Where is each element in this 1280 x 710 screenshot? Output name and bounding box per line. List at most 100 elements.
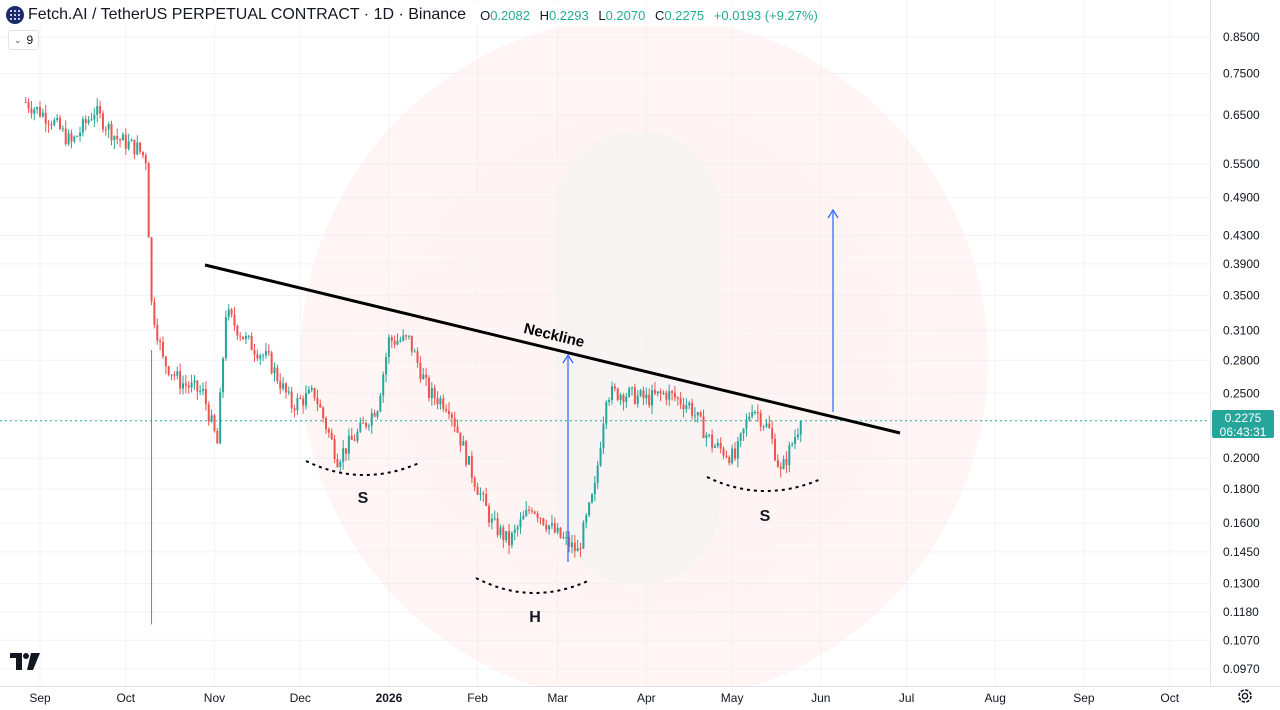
candle-body — [722, 448, 725, 456]
candle-body — [61, 128, 64, 130]
candle-body — [433, 387, 436, 399]
tradingview-logo-icon[interactable] — [10, 653, 40, 670]
time-tick-label: Dec — [290, 691, 311, 705]
candle-body — [605, 402, 608, 424]
candle-body — [550, 523, 553, 526]
candle-body — [390, 337, 393, 341]
candle-body — [161, 342, 164, 357]
candle-body — [104, 129, 107, 131]
candle-body — [651, 390, 654, 406]
candle-body — [339, 462, 342, 468]
candle-body — [459, 432, 462, 446]
candle-body — [402, 335, 405, 341]
candle-body — [304, 393, 307, 406]
candle-body — [645, 394, 648, 399]
candle-body — [548, 525, 551, 530]
candle-body — [570, 542, 573, 548]
candle-body — [347, 435, 350, 454]
candle-body — [284, 383, 287, 393]
candle-body — [44, 112, 47, 124]
candle-body — [176, 371, 179, 376]
candle-body — [144, 155, 147, 164]
candle-body — [539, 518, 542, 520]
candle-body — [113, 135, 116, 141]
candle-body — [353, 439, 356, 441]
candle-body — [582, 522, 585, 549]
candle-body — [259, 355, 262, 359]
candle-body — [385, 357, 388, 375]
candle-body — [159, 340, 162, 343]
candle-body — [579, 548, 582, 550]
candle-body — [302, 398, 305, 406]
left-shoulder-arc — [305, 460, 420, 476]
bar-countdown: 06:43:31 — [1219, 425, 1267, 439]
candle-body — [611, 386, 613, 400]
candle-body — [136, 142, 139, 155]
candle-body — [199, 390, 202, 392]
candle-body — [665, 392, 668, 400]
candle-body — [350, 435, 353, 440]
candle-body — [319, 404, 322, 408]
candle-body — [427, 377, 430, 399]
neckline-trendline[interactable] — [204, 263, 901, 435]
measured-move-arrow-target[interactable] — [827, 208, 839, 412]
candle-body — [671, 391, 674, 393]
price-tick-label: 0.1600 — [1223, 516, 1260, 530]
candle-body — [779, 466, 782, 470]
candle-body — [330, 432, 333, 440]
candle-body — [462, 441, 465, 446]
candle-body — [316, 397, 319, 405]
symbol-title[interactable]: Fetch.AI / TetherUS PERPETUAL CONTRACT ·… — [28, 6, 467, 23]
high-label: H — [539, 7, 549, 23]
time-tick-label: Aug — [985, 691, 1006, 705]
candle-body — [370, 413, 373, 426]
candle-body — [299, 397, 302, 399]
candle-body — [759, 413, 762, 427]
candle-body — [625, 396, 628, 403]
measured-move-arrow-head[interactable] — [562, 353, 574, 562]
candle-body — [596, 465, 599, 483]
candle-body — [525, 509, 528, 516]
candle-body — [81, 119, 84, 133]
candle-body — [653, 390, 656, 394]
candle-body — [693, 415, 696, 417]
candle-body — [696, 412, 699, 416]
candle-body — [27, 102, 30, 109]
candle-body — [562, 537, 565, 539]
candle-body — [216, 430, 219, 444]
candle-body — [296, 397, 299, 411]
right-shoulder-label: S — [760, 508, 771, 525]
price-tick-label: 0.2000 — [1223, 451, 1260, 465]
candle-body — [224, 317, 227, 359]
candle-body — [745, 419, 748, 429]
head-arc — [475, 577, 591, 594]
time-axis[interactable]: Sep Oct Nov Dec 2026 Feb Mar Apr May Jun Jul Aug Sep… — [0, 686, 1280, 710]
candle-body — [622, 395, 625, 403]
candle-body — [796, 434, 799, 438]
candle-body — [127, 141, 130, 149]
open-label: O — [480, 7, 491, 23]
price-axis[interactable]: 0.8500 0.7500 0.6500 0.5500 0.4900 0.4300 0.39… — [1210, 0, 1280, 686]
candle-body — [202, 388, 205, 391]
price-tick-label: 0.2800 — [1223, 353, 1260, 367]
candle-body — [419, 362, 422, 380]
candle-body — [405, 335, 408, 337]
candle-body — [24, 101, 27, 103]
candle-body — [799, 420, 802, 435]
candle-body — [107, 123, 110, 130]
candle-body — [513, 529, 516, 533]
candle-body — [502, 527, 505, 541]
candle-body — [702, 416, 705, 439]
candle-body — [573, 542, 576, 552]
candle-body — [676, 397, 679, 399]
candle-body — [116, 135, 119, 140]
gear-icon[interactable] — [1236, 687, 1254, 705]
indicators-toggle-button[interactable]: ⌄ 9 — [8, 30, 40, 50]
price-tick-label: 0.1070 — [1223, 633, 1260, 647]
candle-body — [439, 398, 442, 405]
candle-body — [387, 337, 390, 358]
candle-body — [96, 106, 99, 115]
candle-body — [468, 456, 470, 465]
candle-body — [124, 134, 127, 149]
